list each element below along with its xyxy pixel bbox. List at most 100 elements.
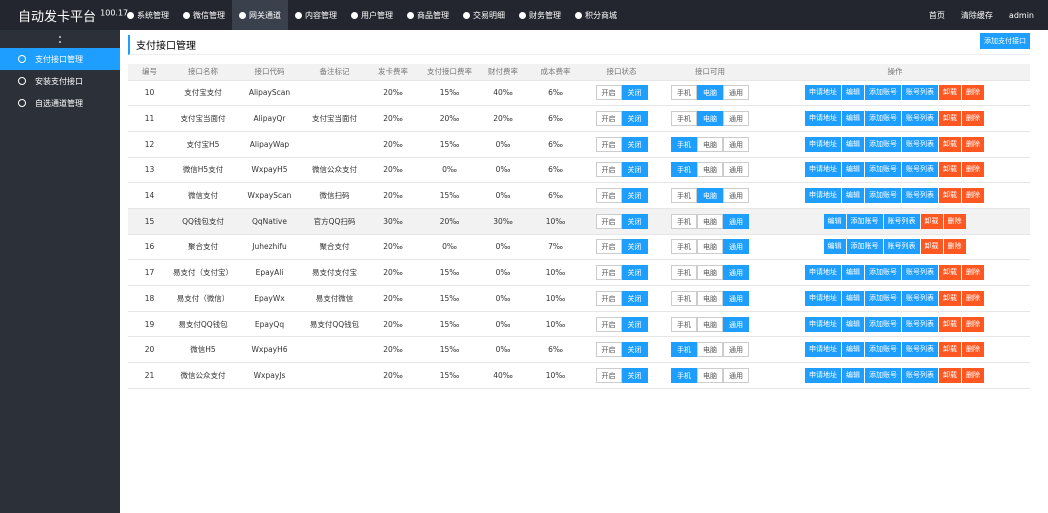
action-button[interactable]: 编辑 [842,188,864,204]
action-button[interactable]: 账号列表 [883,239,920,255]
home-link[interactable]: 首页 [928,10,945,20]
usage-button[interactable]: 手机 [671,316,697,332]
action-button[interactable]: 删除 [962,162,984,178]
action-button[interactable]: 编辑 [842,367,864,383]
status-button[interactable]: 开启 [595,188,622,204]
nav-item[interactable]: 系统管理 [120,0,176,30]
nav-item[interactable]: 积分商城 [568,0,624,30]
status-button[interactable]: 关闭 [621,213,648,229]
action-button[interactable]: 删除 [962,188,984,204]
action-button[interactable]: 账号列表 [902,265,938,281]
action-button[interactable]: 卸载 [939,136,961,152]
usage-button[interactable]: 电脑 [697,265,723,281]
action-button[interactable]: 卸载 [939,85,961,101]
nav-item[interactable]: 用户管理 [344,0,400,30]
action-button[interactable]: 申请地址 [805,342,841,358]
action-button[interactable]: 删除 [962,136,984,152]
action-button[interactable]: 添加账号 [865,290,901,306]
action-button[interactable]: 账号列表 [902,136,938,152]
action-button[interactable]: 编辑 [842,85,864,101]
action-button[interactable]: 申请地址 [805,265,841,281]
status-button[interactable]: 开启 [595,239,622,255]
action-button[interactable]: 编辑 [842,111,864,127]
action-button[interactable]: 卸载 [920,239,943,255]
action-button[interactable]: 卸载 [939,111,961,127]
clear-cache[interactable]: 清除缓存 [960,10,993,20]
usage-button[interactable]: 电脑 [697,162,723,178]
status-button[interactable]: 关闭 [621,162,648,178]
action-button[interactable]: 删除 [943,213,966,229]
usage-button[interactable]: 通用 [723,85,749,101]
action-button[interactable]: 添加账号 [865,265,901,281]
action-button[interactable]: 删除 [962,85,984,101]
user-menu[interactable]: admin [1008,10,1034,20]
usage-button[interactable]: 手机 [671,136,697,152]
nav-item[interactable]: 内容管理 [288,0,344,30]
status-button[interactable]: 关闭 [621,342,648,358]
status-button[interactable]: 开启 [595,342,622,358]
action-button[interactable]: 申请地址 [805,136,841,152]
action-button[interactable]: 卸载 [939,162,961,178]
status-button[interactable]: 关闭 [621,136,648,152]
usage-button[interactable]: 电脑 [697,316,723,332]
usage-button[interactable]: 电脑 [697,290,723,306]
usage-button[interactable]: 通用 [723,342,749,358]
action-button[interactable]: 添加账号 [865,367,901,383]
status-button[interactable]: 开启 [595,111,622,127]
action-button[interactable]: 添加账号 [865,136,901,152]
usage-button[interactable]: 通用 [723,239,749,255]
action-button[interactable]: 卸载 [939,290,961,306]
action-button[interactable]: 编辑 [842,136,864,152]
status-button[interactable]: 关闭 [621,85,648,101]
nav-item[interactable]: 交易明细 [456,0,512,30]
action-button[interactable]: 账号列表 [883,213,920,229]
usage-button[interactable]: 手机 [671,342,697,358]
action-button[interactable]: 账号列表 [902,111,938,127]
usage-button[interactable]: 电脑 [697,239,723,255]
action-button[interactable]: 添加账号 [865,85,901,101]
action-button[interactable]: 添加账号 [865,342,901,358]
action-button[interactable]: 编辑 [842,342,864,358]
action-button[interactable]: 添加账号 [846,239,883,255]
usage-button[interactable]: 手机 [671,265,697,281]
usage-button[interactable]: 通用 [723,136,749,152]
sidebar-toggle[interactable] [0,32,120,46]
nav-item[interactable]: 商品管理 [400,0,456,30]
nav-item[interactable]: 微信管理 [176,0,232,30]
action-button[interactable]: 卸载 [939,188,961,204]
usage-button[interactable]: 手机 [671,290,697,306]
action-button[interactable]: 编辑 [823,239,846,255]
action-button[interactable]: 编辑 [842,162,864,178]
action-button[interactable]: 账号列表 [902,290,938,306]
action-button[interactable]: 添加账号 [865,188,901,204]
action-button[interactable]: 申请地址 [805,162,841,178]
usage-button[interactable]: 通用 [723,213,749,229]
action-button[interactable]: 卸载 [939,265,961,281]
status-button[interactable]: 关闭 [621,290,648,306]
action-button[interactable]: 申请地址 [805,188,841,204]
action-button[interactable]: 账号列表 [902,162,938,178]
usage-button[interactable]: 电脑 [697,213,723,229]
action-button[interactable]: 账号列表 [902,85,938,101]
usage-button[interactable]: 电脑 [697,85,723,101]
action-button[interactable]: 账号列表 [902,316,938,332]
usage-button[interactable]: 通用 [723,290,749,306]
usage-button[interactable]: 手机 [671,162,697,178]
status-button[interactable]: 开启 [595,85,622,101]
status-button[interactable]: 关闭 [621,239,648,255]
sidebar-item[interactable]: 自选通道管理 [0,92,120,114]
usage-button[interactable]: 电脑 [697,111,723,127]
usage-button[interactable]: 通用 [723,162,749,178]
action-button[interactable]: 账号列表 [902,188,938,204]
sidebar-item[interactable]: 支付接口管理 [0,48,120,70]
action-button[interactable]: 编辑 [842,265,864,281]
action-button[interactable]: 添加账号 [865,162,901,178]
action-button[interactable]: 卸载 [939,316,961,332]
action-button[interactable]: 删除 [962,290,984,306]
action-button[interactable]: 编辑 [842,316,864,332]
action-button[interactable]: 申请地址 [805,290,841,306]
action-button[interactable]: 删除 [943,239,966,255]
status-button[interactable]: 开启 [595,136,622,152]
nav-item[interactable]: 财务管理 [512,0,568,30]
action-button[interactable]: 删除 [962,111,984,127]
